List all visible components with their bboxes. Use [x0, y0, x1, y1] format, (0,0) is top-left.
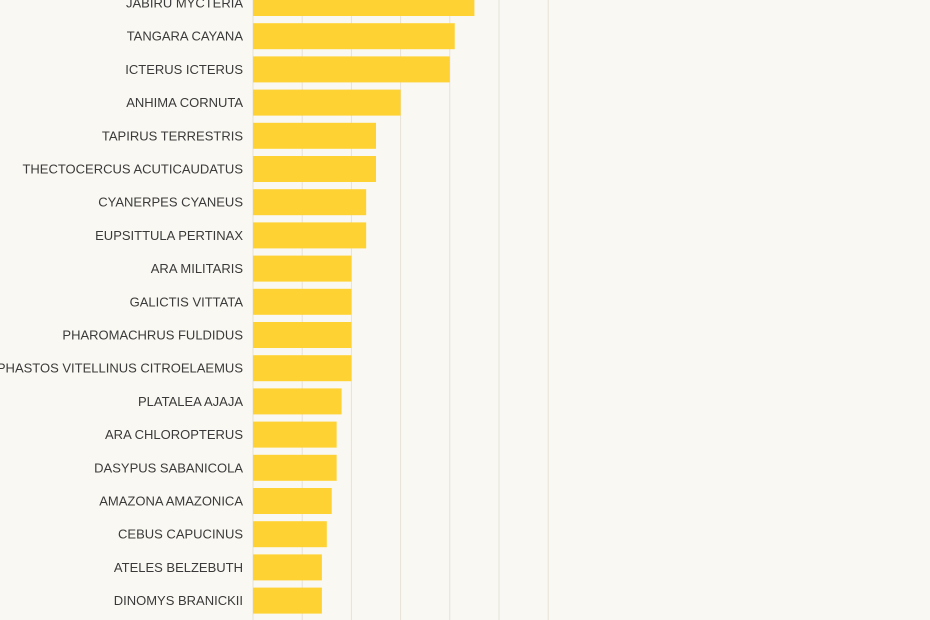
bar: [253, 156, 376, 182]
bar: [253, 488, 332, 514]
bar: [253, 89, 401, 116]
category-label: PHAROMACHRUS FULDIDUS: [62, 328, 243, 343]
bar: [253, 122, 376, 149]
category-label: DASYPUS SABANICOLA: [94, 460, 243, 475]
category-label: JABIRU MYCTERIA: [126, 0, 243, 11]
bar: [253, 388, 342, 415]
bar: [253, 521, 327, 548]
bar: [253, 587, 322, 614]
bar: [253, 288, 352, 315]
bar: [253, 454, 337, 481]
bars: [253, 0, 475, 614]
category-labels: JABIRU MYCTERIA TANGARA CAYANA ICTERUS ICT…: [0, 0, 243, 608]
category-label: DINOMYS BRANICKII: [114, 593, 243, 608]
bar: [253, 0, 475, 16]
category-label: CYANERPES CYANEUS: [98, 195, 243, 210]
bar: [253, 421, 337, 448]
category-label: ICTERUS ICTERUS: [125, 62, 243, 77]
bar: [253, 222, 367, 249]
category-label: TANGARA CAYANA: [127, 29, 244, 44]
bar: [253, 56, 450, 83]
category-label: EUPSITTULA PERTINAX: [95, 228, 243, 243]
bar: [253, 23, 455, 50]
category-label: ARA CHLOROPTERUS: [105, 427, 243, 442]
category-label: AMAZONA AMAZONICA: [99, 494, 243, 509]
bar: [253, 189, 367, 216]
bar: [253, 355, 352, 382]
category-label: ANHIMA CORNUTA: [126, 95, 243, 110]
category-label: THECTOCERCUS ACUTICAUDATUS: [22, 162, 243, 177]
bar: [253, 554, 322, 581]
category-label: RAMPHASTOS VITELLINUS CITROELAEMUS: [0, 361, 243, 376]
category-label: PLATALEA AJAJA: [138, 394, 243, 409]
category-label: ARA MILITARIS: [151, 261, 244, 276]
category-label: CEBUS CAPUCINUS: [118, 527, 243, 542]
category-label: ATELES BELZEBUTH: [114, 560, 243, 575]
category-label: TAPIRUS TERRESTRIS: [102, 128, 243, 143]
bar: [253, 255, 352, 282]
category-label: GALICTIS VITTATA: [130, 294, 244, 309]
bar: [253, 322, 352, 348]
